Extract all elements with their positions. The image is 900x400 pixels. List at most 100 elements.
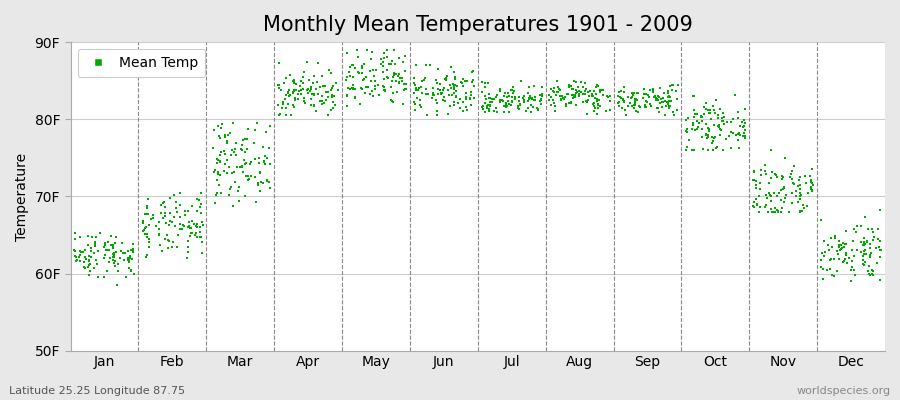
Point [709,145,724,152]
Point [769,171,783,178]
Point [732,145,746,151]
Point [569,79,583,85]
Point [589,84,603,90]
Point [849,229,863,236]
Point [510,104,525,111]
Point [256,144,271,150]
Point [788,188,803,194]
Point [554,96,568,103]
Point [287,86,302,93]
Point [860,239,874,245]
Point [535,90,549,97]
Point [242,176,256,182]
Point [218,161,232,167]
Point [522,96,536,102]
Point [534,101,548,108]
Point [296,68,310,75]
Point [585,93,599,99]
Point [324,106,338,113]
Point [570,89,584,96]
Point [707,134,722,140]
Point [364,49,379,55]
Point [864,250,878,256]
Point [182,218,196,225]
Point [444,82,458,88]
Point [703,107,717,113]
Point [135,220,149,226]
Point [705,140,719,146]
Point [364,68,378,74]
Point [372,91,386,98]
Point [512,98,526,104]
Point [838,228,852,235]
Point [363,90,377,97]
Point [321,112,336,119]
Point [644,102,659,109]
Point [616,96,630,102]
Point [620,102,634,109]
Point [655,99,670,106]
Point [81,264,95,270]
Point [326,83,340,90]
Point [666,109,680,115]
Point [700,107,715,114]
Point [576,98,590,105]
Point [711,111,725,118]
Point [587,100,601,106]
Point [588,95,602,101]
Point [822,247,836,254]
Point [717,114,732,120]
Point [753,204,768,211]
Point [189,234,203,240]
Point [862,272,877,278]
Point [552,86,566,92]
Point [169,199,184,205]
Point [359,73,374,80]
Point [459,93,473,100]
Point [804,177,818,183]
Point [346,85,360,92]
Point [545,88,560,94]
Point [288,95,302,101]
Point [586,101,600,107]
Point [870,236,885,243]
Point [816,266,831,272]
Point [100,268,114,274]
Point [506,90,520,96]
Point [568,92,582,98]
Point [182,223,196,229]
Point [451,100,465,106]
Point [297,98,311,104]
Point [691,119,706,126]
Point [74,249,88,256]
Point [238,192,252,199]
Point [523,92,537,99]
Point [104,233,119,239]
Point [193,204,207,210]
Point [746,169,760,175]
Point [141,236,156,242]
Point [260,155,274,161]
Point [701,132,716,138]
Point [418,75,433,82]
Point [410,95,424,101]
Point [836,258,850,265]
Point [589,90,603,97]
Point [569,87,583,94]
Point [285,89,300,96]
Point [288,87,302,94]
Point [235,164,249,170]
Point [661,90,675,96]
Point [320,89,335,95]
Point [713,132,727,138]
Point [126,249,140,256]
Point [814,217,828,223]
Point [512,106,526,112]
Point [377,84,392,91]
Point [482,99,497,106]
Point [340,74,355,80]
Point [760,195,774,202]
Point [162,217,176,224]
Point [455,99,470,105]
Point [630,90,644,96]
